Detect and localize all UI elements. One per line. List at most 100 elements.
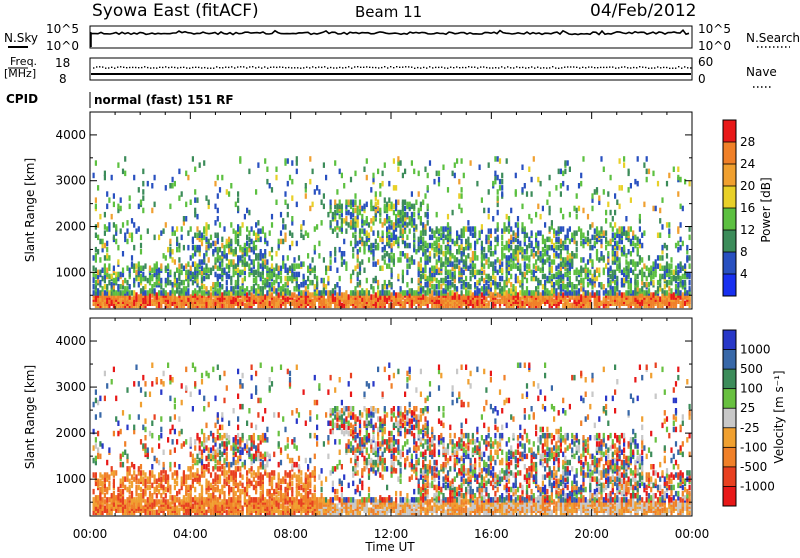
nsky-trace (91, 30, 689, 47)
velocity-cell (140, 493, 142, 499)
power-cell (424, 249, 426, 255)
power-cell (628, 280, 630, 286)
nave-point (357, 66, 358, 67)
power-cell (630, 183, 632, 189)
power-cell (433, 284, 435, 290)
power-cell (185, 263, 187, 269)
power-cell (113, 193, 115, 199)
power-cell (181, 191, 183, 197)
velocity-cell (120, 429, 122, 435)
velocity-cell (133, 497, 135, 503)
power-cell (223, 245, 225, 251)
power-cell (201, 266, 203, 272)
power-cell (490, 228, 492, 234)
velocity-cell (169, 375, 171, 381)
power-cell (580, 181, 582, 187)
power-cell (616, 241, 618, 247)
power-cell (542, 284, 544, 290)
power-cell (233, 228, 235, 234)
power-cell (612, 270, 614, 276)
power-cell (393, 185, 395, 191)
power-cell (494, 276, 496, 282)
power-cell (666, 290, 668, 296)
power-cell (339, 169, 341, 175)
power-cell (300, 282, 302, 288)
power-cell (271, 255, 273, 261)
power-cell (488, 214, 490, 220)
nave-point (342, 67, 343, 68)
nave-point (129, 67, 130, 68)
power-cell (650, 266, 652, 272)
nave-point (585, 67, 586, 68)
power-cell (203, 253, 205, 259)
nave-point (318, 66, 319, 67)
velocity-cell (158, 460, 160, 466)
power-cell (603, 167, 605, 173)
power-cell (208, 268, 210, 274)
power-cell (102, 286, 104, 292)
power-cell (406, 270, 408, 276)
power-cell (411, 255, 413, 261)
velocity-cell (113, 431, 115, 437)
power-cell (253, 270, 255, 276)
power-cell (178, 195, 180, 201)
power-cell (521, 247, 523, 253)
power-cell (639, 255, 641, 261)
power-cell (244, 303, 246, 309)
power-cell (576, 253, 578, 259)
power-cell (546, 288, 548, 294)
power-cell (605, 288, 607, 294)
power-cell (391, 220, 393, 226)
power-cell (321, 278, 323, 284)
power-cell (314, 284, 316, 290)
power-cell (427, 185, 429, 191)
power-colorbar-tick-label: 16 (740, 201, 755, 215)
power-cell (284, 200, 286, 206)
nave-point (465, 67, 466, 68)
power-cell (632, 247, 634, 253)
power-cell (603, 290, 605, 296)
power-cell (372, 261, 374, 267)
power-cell (612, 245, 614, 251)
power-cell (619, 226, 621, 232)
power-cell (334, 284, 336, 290)
power-cell (542, 253, 544, 259)
power-cell (558, 263, 560, 269)
power-cell (562, 181, 564, 187)
power-cell (111, 274, 113, 280)
power-cell (115, 224, 117, 230)
velocity-cell (126, 454, 128, 460)
power-cell (203, 268, 205, 274)
power-cell (221, 237, 223, 243)
power-cell (413, 204, 415, 210)
power-cell (384, 197, 386, 203)
power-cell (424, 241, 426, 247)
power-cell (187, 245, 189, 251)
power-cell (630, 259, 632, 265)
power-cell (494, 237, 496, 243)
power-cell (528, 214, 530, 220)
power-cell (490, 241, 492, 247)
power-cell (623, 245, 625, 251)
nave-point (189, 68, 190, 69)
velocity-cell (131, 481, 133, 487)
power-cell (454, 292, 456, 298)
power-cell (384, 253, 386, 259)
power-cell (594, 241, 596, 247)
power-cell (108, 280, 110, 286)
power-cell (526, 245, 528, 251)
power-cell (291, 195, 293, 201)
power-cell (573, 290, 575, 296)
velocity-cell (158, 435, 160, 441)
power-cell (214, 247, 216, 253)
power-cell (185, 216, 187, 222)
power-cell (348, 210, 350, 216)
power-cell (129, 290, 131, 296)
nave-point (123, 67, 124, 68)
power-cell (438, 280, 440, 286)
power-cell (397, 274, 399, 280)
velocity-cell (156, 510, 158, 515)
power-cell (533, 156, 535, 162)
power-cell (359, 290, 361, 296)
power-cell (474, 241, 476, 247)
